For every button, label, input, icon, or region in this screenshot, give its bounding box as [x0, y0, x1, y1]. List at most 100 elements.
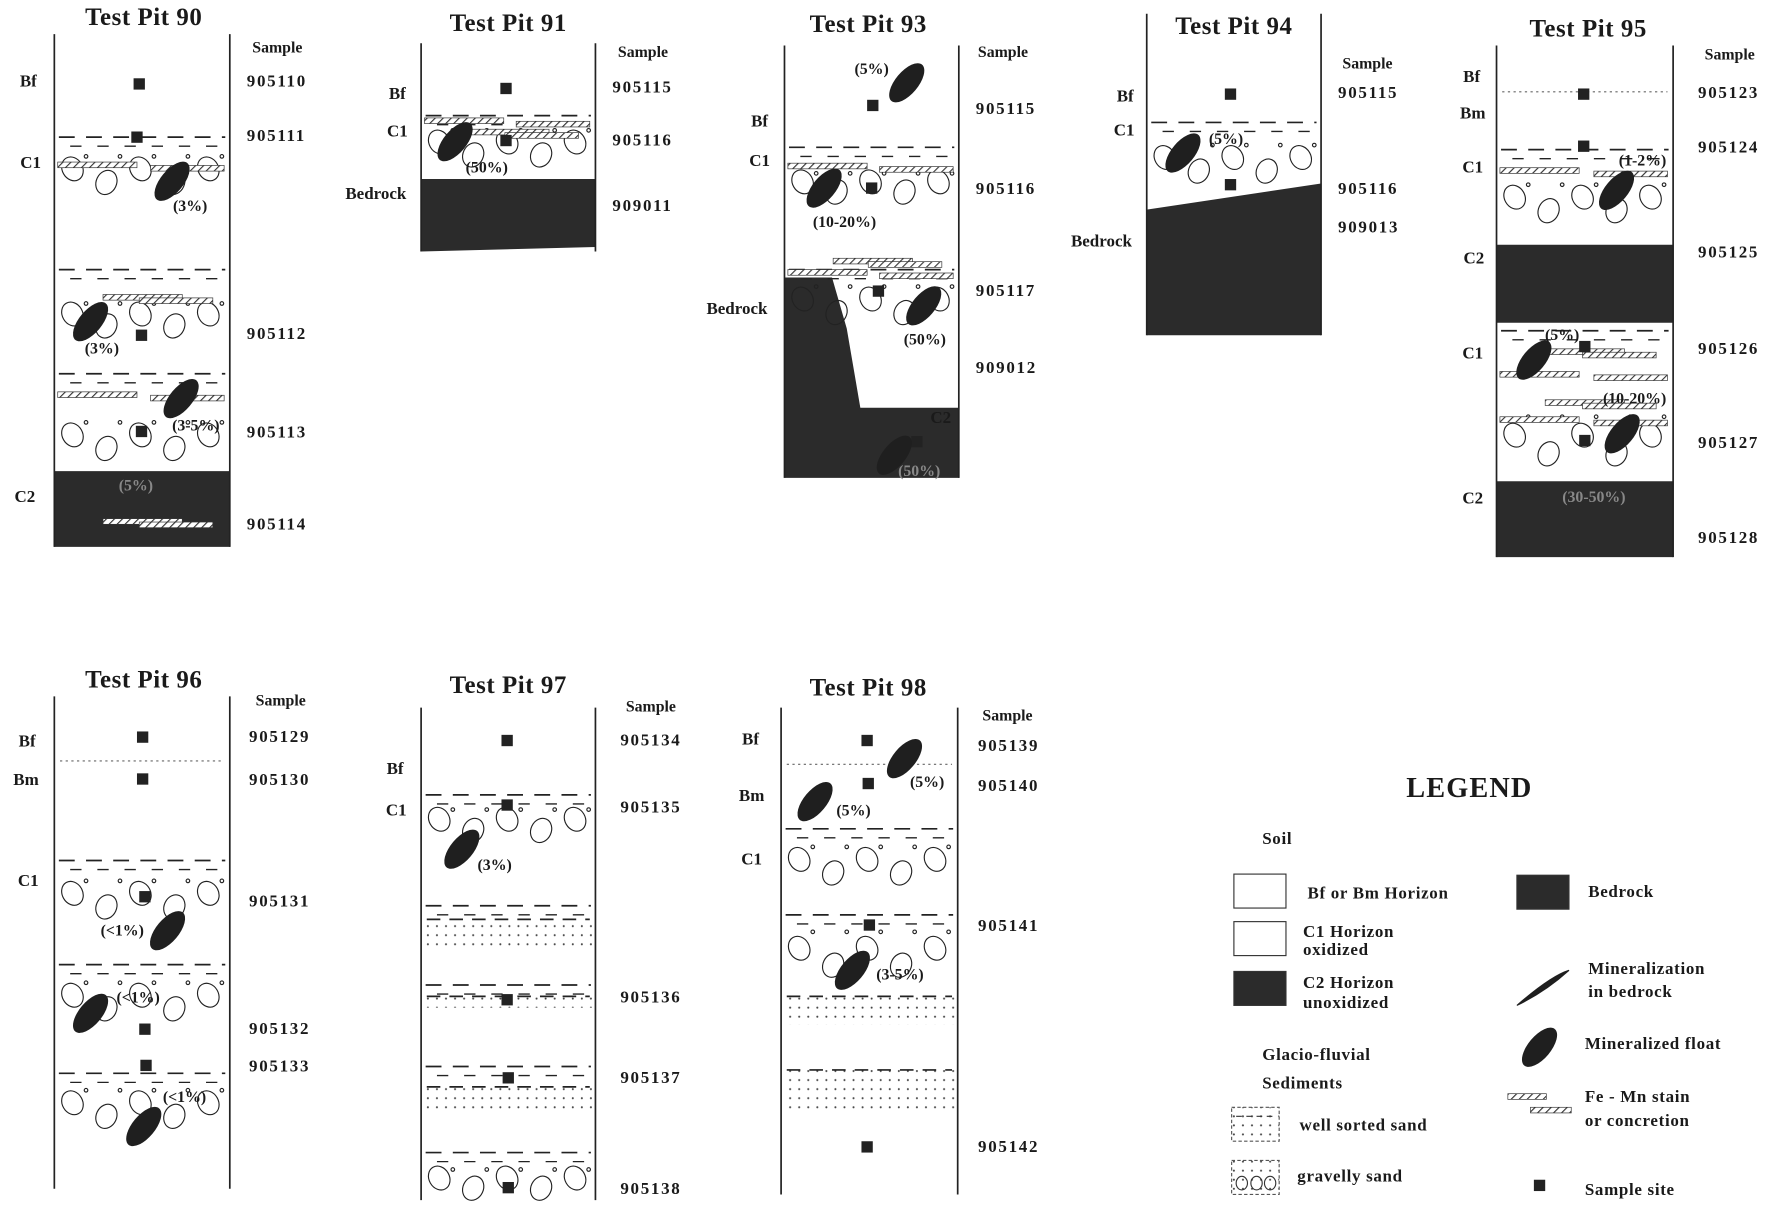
gravel	[819, 857, 848, 888]
sample-site	[501, 735, 512, 746]
fe-mn-stain	[1594, 375, 1668, 381]
sample-site	[139, 891, 150, 902]
gravel	[1635, 181, 1665, 213]
pebble	[879, 845, 883, 849]
sample-site	[873, 285, 884, 296]
pebble	[84, 421, 88, 425]
sample-id: 905133	[249, 1057, 310, 1076]
horizon-label: Bf	[751, 111, 768, 130]
mineral-percent: (3-5%)	[876, 967, 923, 984]
horizon-label: C1	[1462, 343, 1483, 362]
pit-title: Test Pit 90	[85, 4, 202, 31]
fe-mn-stain	[58, 162, 137, 168]
horizon-label: Bedrock	[1071, 231, 1133, 250]
pebble	[220, 302, 224, 306]
sample-site	[1578, 88, 1589, 99]
sample-header: Sample	[618, 44, 668, 61]
pebble	[913, 845, 917, 849]
legend-heading: Sediments	[1262, 1074, 1343, 1093]
horizon-label: C1	[386, 801, 407, 820]
mineral-percent: (<1%)	[163, 1089, 206, 1106]
test-pit	[54, 34, 229, 547]
sample-id: 905139	[978, 736, 1039, 755]
legend-swatch	[1234, 971, 1286, 1005]
sample-site	[863, 778, 874, 789]
legend-label: Bf or Bm Horizon	[1307, 883, 1448, 902]
sample-site	[911, 436, 922, 447]
sample-header: Sample	[256, 693, 306, 710]
gravel	[92, 167, 121, 198]
mineral-percent: (10-20%)	[813, 214, 876, 231]
legend-stain	[1530, 1107, 1571, 1113]
mineral-percent: (50%)	[904, 332, 946, 349]
horizon-label: C2	[1464, 248, 1485, 267]
mineral-percent: (50%)	[898, 463, 940, 480]
mineral-percent: (<1%)	[116, 989, 159, 1006]
legend-label: C2 Horizon	[1303, 973, 1394, 992]
pebble	[553, 129, 557, 133]
pebble	[1594, 183, 1598, 187]
gravel	[160, 310, 189, 341]
legend-label: unoxidized	[1303, 993, 1389, 1012]
horizon-label: Bf	[19, 732, 36, 751]
pebble	[220, 981, 224, 985]
sample-id: 905142	[978, 1137, 1039, 1156]
mineralized-float	[120, 1101, 168, 1152]
legend-label: in bedrock	[1588, 982, 1672, 1001]
gravel	[920, 932, 950, 964]
fe-mn-stain	[1500, 168, 1579, 174]
sample-site	[500, 135, 511, 146]
pebble	[587, 1168, 591, 1172]
sample-header: Sample	[982, 707, 1032, 724]
sand-layer	[783, 996, 955, 1024]
pebble	[553, 808, 557, 812]
pebble	[84, 302, 88, 306]
sand-layer	[423, 919, 593, 951]
gravel	[527, 1173, 556, 1204]
pebble	[587, 808, 591, 812]
sample-id: 905114	[247, 514, 307, 533]
horizon-label: C1	[1462, 158, 1483, 177]
sample-id: 905123	[1698, 83, 1759, 102]
test-pit	[421, 43, 595, 251]
pebble	[152, 421, 156, 425]
legend-swatch	[1232, 1107, 1280, 1141]
mineralized-float	[828, 945, 876, 996]
sample-id: 905130	[249, 770, 310, 789]
legend-label: or concretion	[1585, 1111, 1690, 1130]
pebble	[485, 1168, 489, 1172]
mineralized-float	[67, 988, 115, 1039]
sample-id: 905131	[249, 891, 310, 910]
mineral-percent: (3%)	[173, 198, 207, 215]
sample-header: Sample	[1705, 46, 1755, 63]
pebble	[84, 879, 88, 883]
horizon-label: C2	[930, 408, 951, 427]
pebble	[84, 155, 88, 159]
sample-id: 905115	[1338, 83, 1398, 102]
sample-id: 905124	[1698, 137, 1759, 156]
gravel	[57, 877, 87, 909]
legend-stain	[1508, 1094, 1546, 1100]
pit-title: Test Pit 98	[810, 674, 927, 701]
sample-site	[866, 182, 877, 193]
pebble	[451, 808, 455, 812]
mineral-percent: (1-2%)	[1619, 153, 1666, 170]
pebble	[451, 1168, 455, 1172]
pebble	[947, 930, 951, 934]
legend-label: Sample site	[1585, 1180, 1675, 1199]
mineralized-float	[144, 905, 192, 956]
horizon-label: C1	[741, 849, 762, 868]
mineral-percent: (5%)	[1545, 327, 1579, 344]
sample-id: 905129	[249, 727, 310, 746]
legend-title: LEGEND	[1406, 773, 1532, 804]
test-pit	[54, 696, 229, 1188]
horizon-label: Bf	[387, 759, 404, 778]
pit-title: Test Pit 93	[810, 11, 927, 38]
sample-id: 905110	[247, 72, 307, 91]
horizon-label: Bedrock	[345, 184, 407, 203]
fe-mn-stain	[139, 298, 213, 304]
gravel	[1286, 142, 1316, 174]
mineral-percent: (5%)	[910, 774, 944, 791]
mineral-percent: (50%)	[466, 159, 508, 176]
sample-site	[136, 426, 147, 437]
